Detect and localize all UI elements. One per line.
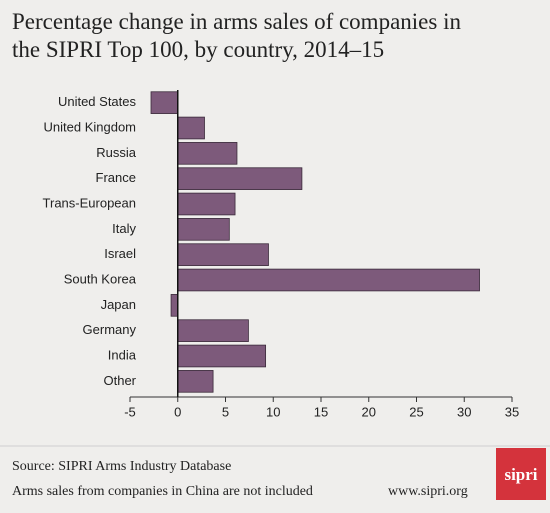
bar [170,294,179,317]
y-tick-label: Other [103,373,136,388]
x-tick-label: 5 [222,404,229,419]
x-tick-label: 0 [174,404,181,419]
bar [177,167,303,190]
x-tick-label: 30 [457,404,471,419]
y-tick-label: India [108,347,137,362]
bar [177,268,480,292]
y-tick-label: France [96,170,136,185]
x-tick-label: 35 [505,404,519,419]
x-tick-label: 10 [266,404,280,419]
logo-box [496,448,546,500]
bar [177,116,205,140]
note: Arms sales from companies in China are n… [12,484,313,499]
bar [177,218,230,241]
url: www.sipri.org [388,484,468,499]
y-tick-label: Russia [96,145,137,160]
y-tick-label: Trans-European [43,195,136,210]
y-tick-label: United States [58,94,137,109]
logo: sipri [504,465,537,484]
x-tick-label: -5 [124,404,136,419]
bar [177,192,236,216]
y-tick-label: United Kingdom [44,119,137,134]
chart-title: Percentage change in arms sales of compa… [12,9,461,62]
x-tick-label: 20 [362,404,376,419]
bar [177,319,249,342]
y-tick-label: Japan [101,297,136,312]
bar [177,344,267,368]
y-tick-label: Israel [104,246,136,261]
x-tick-label: 15 [314,404,328,419]
source: Source: SIPRI Arms Industry Database [12,459,231,474]
y-tick-label: Italy [112,221,136,236]
bar [150,91,179,114]
y-tick-label: South Korea [64,271,137,286]
x-tick-label: 25 [409,404,423,419]
bar [177,243,269,266]
bar [177,370,214,393]
y-tick-label: Germany [83,322,137,337]
bar [177,142,238,165]
